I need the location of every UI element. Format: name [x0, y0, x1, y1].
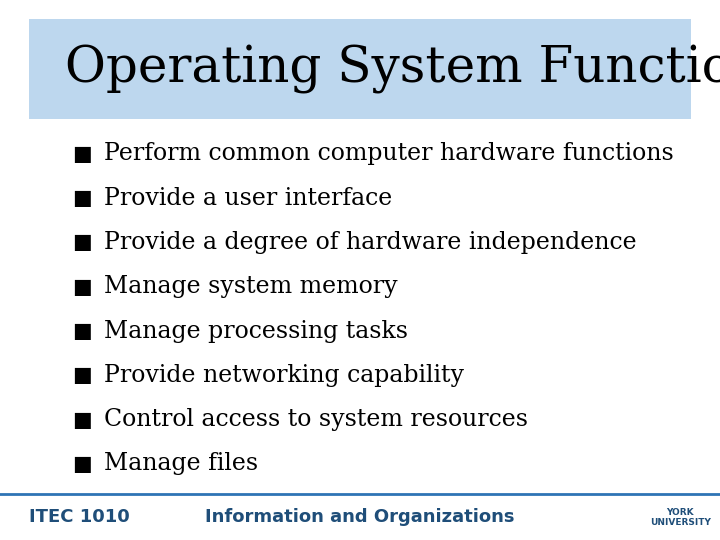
Text: Information and Organizations: Information and Organizations — [205, 508, 515, 526]
Text: Manage processing tasks: Manage processing tasks — [104, 320, 408, 342]
Text: ■: ■ — [72, 188, 91, 208]
Text: YORK
UNIVERSITY: YORK UNIVERSITY — [650, 508, 711, 527]
FancyBboxPatch shape — [29, 19, 691, 119]
Text: Provide networking capability: Provide networking capability — [104, 364, 464, 387]
Text: ■: ■ — [72, 454, 91, 474]
Text: Provide a degree of hardware independence: Provide a degree of hardware independenc… — [104, 231, 637, 254]
Text: ■: ■ — [72, 321, 91, 341]
Text: Perform common computer hardware functions: Perform common computer hardware functio… — [104, 143, 674, 165]
Text: ■: ■ — [72, 144, 91, 164]
Text: ■: ■ — [72, 276, 91, 297]
Text: Operating System Functions: Operating System Functions — [65, 44, 720, 93]
Text: ■: ■ — [72, 365, 91, 386]
Text: Manage files: Manage files — [104, 453, 258, 475]
Text: ■: ■ — [72, 232, 91, 253]
Text: ITEC 1010: ITEC 1010 — [29, 508, 130, 526]
Text: Provide a user interface: Provide a user interface — [104, 187, 392, 210]
Text: Manage system memory: Manage system memory — [104, 275, 398, 298]
Text: Control access to system resources: Control access to system resources — [104, 408, 528, 431]
Text: ■: ■ — [72, 409, 91, 430]
